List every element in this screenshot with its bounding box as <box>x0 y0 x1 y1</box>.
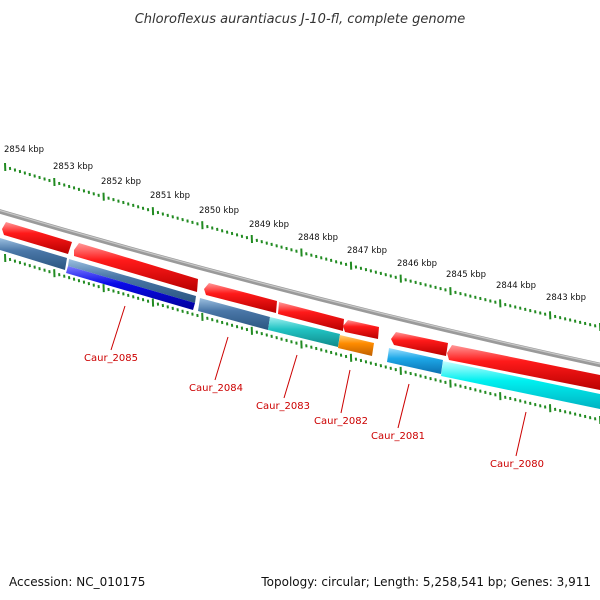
cds-feature[interactable] <box>204 283 277 313</box>
gene-feature-steel[interactable] <box>68 259 196 303</box>
accession-label: Accession: NC_010175 <box>9 575 145 589</box>
tick-label-2846: 2846 kbp <box>397 259 437 269</box>
gene-labels: Caur_2085 Caur_2084 Caur_2083 Caur_2082 … <box>84 353 544 470</box>
gene-feature-teal[interactable] <box>268 317 340 347</box>
map-title: Chloroflexus aurantiacus J-10-fl, comple… <box>135 12 466 27</box>
cds-feature[interactable] <box>343 320 379 339</box>
tick-label-2844: 2844 kbp <box>496 281 536 291</box>
reverse-strand-features <box>0 238 600 410</box>
leader-line <box>110 305 126 351</box>
gene-label[interactable]: Caur_2081 <box>371 431 425 442</box>
scale-tick-labels: 2854 kbp 2853 kbp 2852 kbp 2851 kbp 2850… <box>4 145 586 303</box>
inner-scale-ticks <box>4 253 600 425</box>
gene-feature-lightblue[interactable] <box>387 348 443 374</box>
tick-label-2853: 2853 kbp <box>53 162 93 172</box>
gene-feature-orange[interactable] <box>338 335 374 356</box>
cds-feature[interactable] <box>74 243 198 292</box>
leader-line <box>283 354 298 399</box>
tick-label-2852: 2852 kbp <box>101 177 141 187</box>
cds-feature[interactable] <box>391 332 448 356</box>
genome-summary: Topology: circular; Length: 5,258,541 bp… <box>260 575 591 589</box>
tick-label-2851: 2851 kbp <box>150 191 190 201</box>
gene-label[interactable]: Caur_2080 <box>490 459 544 470</box>
tick-label-2845: 2845 kbp <box>446 270 486 280</box>
tick-label-2843: 2843 kbp <box>546 293 586 303</box>
gene-feature-blue[interactable] <box>66 266 195 310</box>
leader-line <box>397 383 410 429</box>
gene-feature-steel[interactable] <box>198 298 270 330</box>
leader-line <box>515 411 527 457</box>
genome-backbone-highlight <box>0 209 600 365</box>
forward-strand-features <box>2 222 600 391</box>
tick-label-2849: 2849 kbp <box>249 220 289 230</box>
leader-line <box>214 336 229 381</box>
gene-label[interactable]: Caur_2082 <box>314 416 368 427</box>
gene-label[interactable]: Caur_2084 <box>189 383 243 394</box>
cds-feature[interactable] <box>447 345 600 391</box>
cds-feature[interactable] <box>278 302 344 331</box>
outer-scale-ticks <box>4 162 600 332</box>
gene-label[interactable]: Caur_2085 <box>84 353 138 364</box>
genome-backbone <box>0 209 600 368</box>
cds-feature[interactable] <box>2 222 72 254</box>
gene-label[interactable]: Caur_2083 <box>256 401 310 412</box>
leader-line <box>340 369 351 414</box>
gene-feature-cyan[interactable] <box>441 361 600 410</box>
tick-label-2854: 2854 kbp <box>4 145 44 155</box>
gene-label-leaders <box>110 305 527 457</box>
tick-label-2850: 2850 kbp <box>199 206 239 216</box>
gene-feature-steel[interactable] <box>0 238 67 270</box>
tick-label-2848: 2848 kbp <box>298 233 338 243</box>
tick-label-2847: 2847 kbp <box>347 246 387 256</box>
